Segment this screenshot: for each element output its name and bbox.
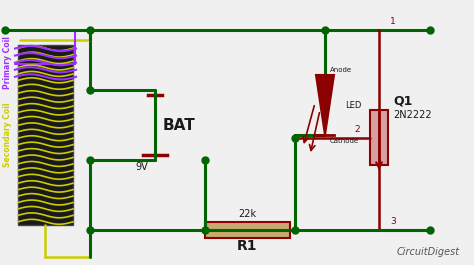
Text: 3: 3 bbox=[390, 218, 396, 227]
Polygon shape bbox=[316, 75, 334, 135]
Text: R1: R1 bbox=[237, 239, 257, 253]
Text: Cathode: Cathode bbox=[330, 138, 359, 144]
Text: Primary Coil: Primary Coil bbox=[3, 36, 12, 89]
Text: Anode: Anode bbox=[330, 67, 352, 73]
Text: CircuitDigest: CircuitDigest bbox=[397, 247, 460, 257]
Text: LED: LED bbox=[345, 100, 361, 109]
Text: 1: 1 bbox=[390, 17, 396, 26]
Text: 2N2222: 2N2222 bbox=[393, 110, 432, 120]
Text: 2: 2 bbox=[355, 126, 360, 135]
Text: 22k: 22k bbox=[238, 209, 256, 219]
Text: BAT: BAT bbox=[163, 117, 196, 132]
Bar bbox=[205, 222, 290, 238]
Text: Secondary Coil: Secondary Coil bbox=[3, 103, 12, 167]
Text: Q1: Q1 bbox=[393, 95, 412, 108]
Bar bbox=[370, 110, 388, 165]
Bar bbox=[18, 45, 73, 225]
Text: 9V: 9V bbox=[135, 162, 148, 172]
